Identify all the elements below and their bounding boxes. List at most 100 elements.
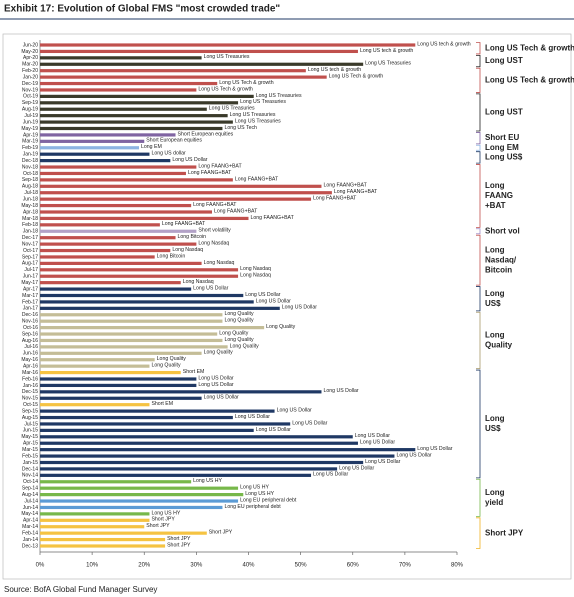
group-label: Nasdaq/ (485, 255, 517, 264)
bar-label: Short JPY (146, 523, 170, 529)
group-label: US$ (485, 424, 501, 433)
x-tick-label: 80% (451, 563, 464, 569)
y-tick-label: May-14 (21, 511, 38, 517)
group-bracket (476, 517, 481, 549)
bar (40, 531, 207, 535)
bar-label: Long Quality (224, 311, 254, 317)
y-tick-label: Feb-18 (22, 222, 38, 228)
y-tick-label: May-18 (21, 203, 38, 209)
bar-label: Long US Dollar (417, 446, 452, 452)
bar-label: Long EM (141, 144, 162, 150)
bar-label: Long US Treasuries (240, 99, 286, 105)
group-label: Long US Tech & growth (485, 43, 574, 52)
y-tick-label: Apr-20 (23, 55, 38, 61)
y-tick-label: Jul-16 (24, 344, 38, 350)
bar (40, 377, 197, 381)
bar-label: Long Bitcoin (157, 253, 186, 259)
bar-label: Long US Dollar (235, 414, 270, 420)
y-tick-label: Oct-17 (23, 248, 38, 254)
group-bracket (476, 286, 481, 312)
y-tick-label: Dec-16 (22, 312, 38, 318)
bar-label: Long Quality (151, 363, 181, 369)
y-tick-label: Jun-16 (23, 351, 39, 357)
bar (40, 56, 202, 60)
y-tick-label: Jan-15 (23, 460, 39, 466)
y-tick-label: Apr-18 (23, 209, 38, 215)
y-tick-label: Jun-17 (23, 274, 39, 280)
bar (40, 281, 181, 285)
y-tick-label: Apr-19 (23, 132, 38, 138)
bar-label: Long FAANG+BAT (162, 221, 206, 227)
group-bracket (476, 311, 481, 370)
bar-label: Long Quality (230, 343, 260, 349)
bar (40, 313, 223, 317)
bar-label: Short JPY (209, 530, 233, 536)
bar-label: Long US Dollar (256, 427, 291, 433)
bar-label: Long US Dollar (355, 433, 390, 439)
y-tick-label: Oct-14 (23, 479, 38, 485)
bar-label: Short EM (151, 401, 173, 407)
bar-label: Long US Treasuries (256, 93, 302, 99)
y-tick-label: Mar-18 (22, 216, 38, 222)
bar (40, 351, 202, 355)
bar-label: Short JPY (167, 536, 191, 542)
y-tick-label: Nov-15 (22, 396, 38, 402)
group-bracket (476, 42, 481, 55)
y-tick-label: Aug-18 (22, 184, 38, 190)
bar (40, 43, 416, 47)
bar-label: Long US Dollar (277, 407, 312, 413)
group-bracket (476, 478, 481, 517)
y-tick-label: Aug-14 (22, 492, 38, 498)
bar-label: Long US HY (240, 485, 269, 491)
bar (40, 152, 150, 156)
bar-label: Long US Dollar (204, 395, 239, 401)
group-bracket (476, 234, 481, 286)
bar (40, 171, 186, 176)
bar (40, 69, 306, 73)
group-label: Long US Tech & growth (485, 75, 574, 84)
bar-label: Long US Treasuries (365, 61, 411, 67)
bar-label: Long US Tech & growth (219, 80, 274, 86)
group-label: Long (485, 414, 505, 423)
group-label: yield (485, 498, 503, 507)
bar (40, 454, 395, 458)
y-tick-label: May-19 (21, 126, 38, 132)
y-tick-label: Feb-15 (22, 453, 38, 459)
y-tick-label: Nov-18 (22, 164, 38, 170)
y-tick-label: May-17 (21, 280, 38, 286)
bar-label: Long Nasdaq (183, 279, 214, 285)
group-bracket (476, 144, 481, 151)
bar-label: Long US Dollar (198, 375, 233, 381)
bar-label: Long Nasdaq (172, 247, 203, 253)
y-tick-label: Feb-20 (22, 68, 38, 74)
y-tick-label: Jun-14 (23, 505, 39, 511)
y-tick-label: Sep-17 (22, 254, 38, 260)
bar-label: Long US Dollar (193, 285, 228, 291)
y-tick-label: Nov-19 (22, 87, 38, 93)
bar-label: Long US Tech & growth (329, 73, 384, 79)
bar (40, 114, 228, 118)
bar (40, 210, 213, 214)
y-tick-label: Apr-14 (23, 518, 38, 524)
bar-label: Long Quality (266, 324, 296, 330)
group-label: Long (485, 289, 505, 298)
bar-label: Long Quality (157, 356, 187, 362)
y-tick-label: Jan-14 (23, 537, 39, 543)
bar (40, 403, 150, 407)
bar (40, 139, 145, 143)
bar-label: Long FAANG+BAT (235, 176, 279, 182)
group-bracket (476, 67, 481, 93)
bar (40, 422, 291, 426)
bar (40, 338, 223, 343)
bar-label: Long Quality (204, 350, 234, 356)
y-tick-label: Mar-14 (22, 524, 38, 530)
bar-label: Long US Treasuries (235, 118, 281, 124)
bar-label: Long FAANG+BAT (323, 183, 367, 189)
bar (40, 358, 155, 362)
bar-label: Long FAANG+BAT (198, 163, 242, 169)
bar (40, 293, 244, 298)
bar (40, 512, 150, 516)
bar (40, 370, 181, 375)
y-tick-label: Nov-16 (22, 319, 38, 325)
